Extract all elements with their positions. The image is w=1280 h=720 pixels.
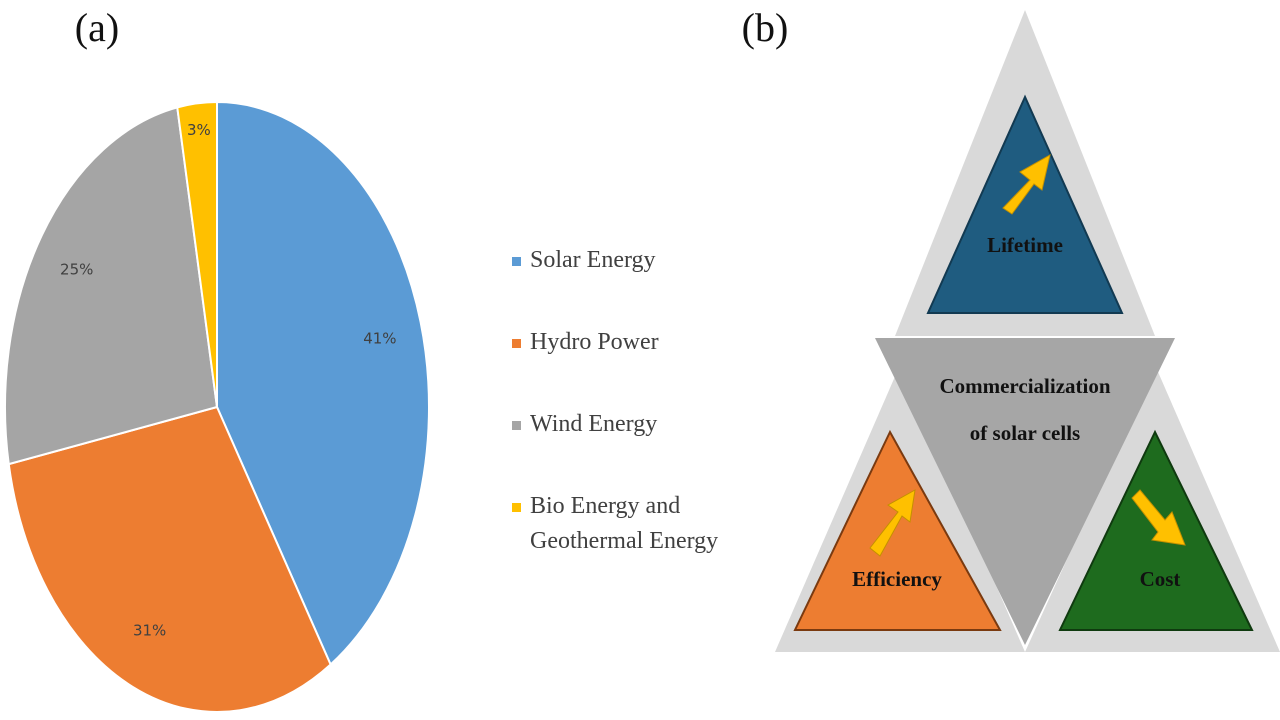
node-label: Cost [1140,567,1181,591]
pie-slice [216,100,430,667]
arrow-down [1131,489,1186,546]
data-label: 25% [60,260,93,278]
legend-swatch [512,339,521,348]
legend-entry: Solar Energy [512,243,732,278]
data-label: 41% [363,329,396,347]
center-triangle [875,338,1175,645]
panel-label: (a) [75,5,119,50]
legend-entry: Wind Energy [512,407,732,442]
pie-slice [7,405,332,713]
legend-swatch [512,503,521,512]
node-label: Lifetime [987,233,1063,257]
data-label: 31% [133,621,166,639]
legend-label: Bio Energy and Geothermal Energy [530,493,719,554]
legend-label: Solar Energy [530,247,656,273]
diagram: Lifetime Commercialization of solar cell… [775,10,1280,652]
lifetime-triangle [926,94,1124,314]
legend-entry: Bio Energy and Geothermal Energy [512,489,732,559]
pie-slice [4,106,219,466]
legend: Solar Energy Hydro Power Wind Energy Bio En… [512,243,732,606]
node-label: Efficiency [852,567,942,591]
cost-triangle [1058,429,1254,631]
legend-swatch [512,257,521,266]
pie: 41% 31% 25% 3% [4,100,430,713]
legend-label: Wind Energy [530,411,658,437]
center-label: Commercialization [939,374,1110,398]
arrow-up [1002,154,1051,215]
arrow-up [869,489,916,557]
efficiency-triangle [793,429,1002,631]
data-label: 3% [187,121,211,139]
legend-label: Hydro Power [530,329,659,355]
pie-slice [176,100,218,408]
panel-label: (b) [742,5,789,50]
legend-swatch [512,421,521,430]
legend-entry: Hydro Power [512,325,732,360]
center-label: of solar cells [970,421,1080,445]
